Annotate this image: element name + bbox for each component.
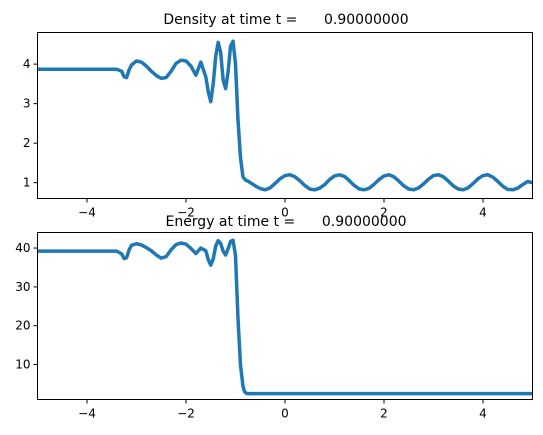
energy-y-ticks: 10 20 30 40 — [15, 241, 38, 372]
density-y-tick-label: 4 — [23, 57, 31, 71]
energy-x-tick-label: −4 — [78, 407, 96, 421]
density-series-line — [37, 39, 533, 192]
density-y-ticks: 1 2 3 4 — [23, 57, 38, 190]
density-y-tick-label: 2 — [23, 136, 31, 150]
energy-x-tick-label: −2 — [177, 407, 195, 421]
density-axes-frame — [37, 32, 533, 199]
density-x-ticks: −4 −2 0 2 4 — [78, 198, 487, 220]
density-x-tick-label: −2 — [177, 206, 195, 220]
energy-series-line — [37, 238, 533, 396]
energy-x-tick-label: 2 — [380, 407, 388, 421]
density-x-tick-label: −4 — [78, 206, 96, 220]
density-y-tick-label: 1 — [23, 176, 31, 190]
energy-chart-title: Energy at time t = 0.90000000 — [165, 214, 406, 230]
energy-y-tick-label: 30 — [15, 280, 30, 294]
energy-y-tick-label: 40 — [15, 241, 30, 255]
density-y-tick-label: 3 — [23, 97, 31, 111]
density-chart-title: Density at time t = 0.90000000 — [163, 12, 408, 28]
energy-x-tick-label: 4 — [479, 407, 487, 421]
energy-x-tick-label: 0 — [281, 407, 289, 421]
density-axes: Density at time t = 0.90000000 −4 −2 0 2 4 1… — [23, 12, 533, 220]
energy-x-ticks: −4 −2 0 2 4 — [78, 399, 487, 421]
energy-axes: Energy at time t = 0.90000000 −4 −2 0 2 4 10… — [15, 214, 533, 421]
density-x-tick-label: 4 — [479, 206, 487, 220]
energy-axes-frame — [37, 232, 533, 400]
density-x-tick-label: 0 — [281, 206, 289, 220]
density-x-tick-label: 2 — [380, 206, 388, 220]
energy-y-tick-label: 20 — [15, 319, 30, 333]
energy-y-tick-label: 10 — [15, 358, 30, 372]
